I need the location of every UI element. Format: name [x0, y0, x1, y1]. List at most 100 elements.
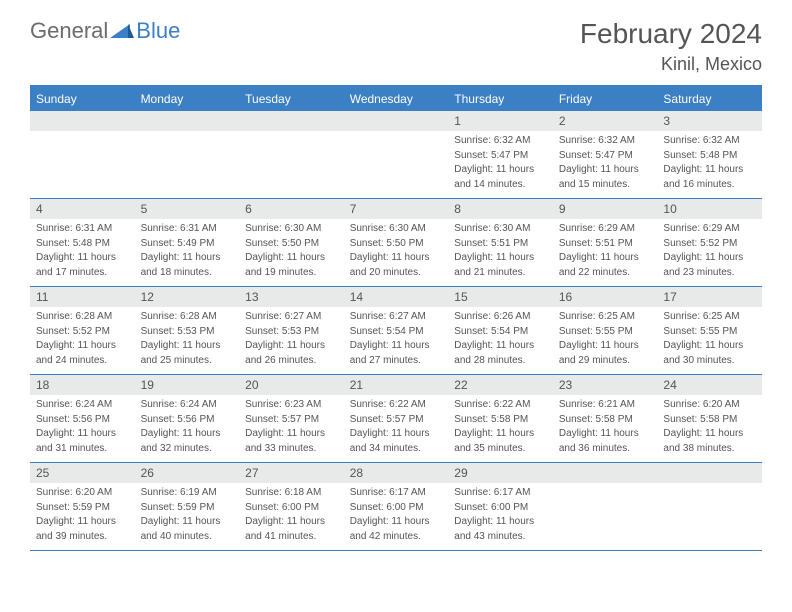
daylight1-text: Daylight: 11 hours — [141, 515, 234, 529]
day-number: 10 — [657, 199, 762, 219]
daylight1-text: Daylight: 11 hours — [663, 163, 756, 177]
daylight2-text: and 25 minutes. — [141, 354, 234, 368]
daylight1-text: Daylight: 11 hours — [141, 251, 234, 265]
sunrise-text: Sunrise: 6:29 AM — [663, 222, 756, 236]
week-row: 45678910Sunrise: 6:31 AMSunset: 5:48 PMD… — [30, 199, 762, 287]
day-cell: Sunrise: 6:32 AMSunset: 5:47 PMDaylight:… — [553, 131, 658, 198]
daylight1-text: Daylight: 11 hours — [245, 515, 338, 529]
day-cell: Sunrise: 6:27 AMSunset: 5:54 PMDaylight:… — [344, 307, 449, 374]
daylight2-text: and 32 minutes. — [141, 442, 234, 456]
sunrise-text: Sunrise: 6:23 AM — [245, 398, 338, 412]
daylight1-text: Daylight: 11 hours — [454, 163, 547, 177]
sunset-text: Sunset: 5:58 PM — [663, 413, 756, 427]
day-number — [553, 463, 658, 483]
daylight1-text: Daylight: 11 hours — [663, 427, 756, 441]
daylight2-text: and 23 minutes. — [663, 266, 756, 280]
sunset-text: Sunset: 5:50 PM — [245, 237, 338, 251]
daylight2-text: and 18 minutes. — [141, 266, 234, 280]
daylight2-text: and 34 minutes. — [350, 442, 443, 456]
day-number: 14 — [344, 287, 449, 307]
day-cell: Sunrise: 6:25 AMSunset: 5:55 PMDaylight:… — [657, 307, 762, 374]
sunset-text: Sunset: 5:51 PM — [454, 237, 547, 251]
day-cell: Sunrise: 6:22 AMSunset: 5:57 PMDaylight:… — [344, 395, 449, 462]
day-cell: Sunrise: 6:31 AMSunset: 5:49 PMDaylight:… — [135, 219, 240, 286]
day-cell — [30, 131, 135, 198]
sunrise-text: Sunrise: 6:21 AM — [559, 398, 652, 412]
weekday-header: Monday — [135, 87, 240, 111]
daybody-row: Sunrise: 6:20 AMSunset: 5:59 PMDaylight:… — [30, 483, 762, 550]
title-block: February 2024 Kinil, Mexico — [580, 18, 762, 75]
daynum-row: 45678910 — [30, 199, 762, 219]
daylight1-text: Daylight: 11 hours — [245, 339, 338, 353]
day-number: 25 — [30, 463, 135, 483]
daylight2-text: and 20 minutes. — [350, 266, 443, 280]
day-cell — [553, 483, 658, 550]
day-cell: Sunrise: 6:26 AMSunset: 5:54 PMDaylight:… — [448, 307, 553, 374]
daylight2-text: and 43 minutes. — [454, 530, 547, 544]
sunrise-text: Sunrise: 6:20 AM — [663, 398, 756, 412]
logo-text-2: Blue — [136, 18, 180, 44]
day-number — [344, 111, 449, 131]
sunrise-text: Sunrise: 6:27 AM — [350, 310, 443, 324]
week-row: 18192021222324Sunrise: 6:24 AMSunset: 5:… — [30, 375, 762, 463]
weekday-header: Friday — [553, 87, 658, 111]
sunrise-text: Sunrise: 6:32 AM — [559, 134, 652, 148]
day-number — [657, 463, 762, 483]
day-cell: Sunrise: 6:19 AMSunset: 5:59 PMDaylight:… — [135, 483, 240, 550]
day-cell — [657, 483, 762, 550]
sunset-text: Sunset: 5:59 PM — [141, 501, 234, 515]
daylight2-text: and 31 minutes. — [36, 442, 129, 456]
day-cell: Sunrise: 6:24 AMSunset: 5:56 PMDaylight:… — [30, 395, 135, 462]
sunset-text: Sunset: 6:00 PM — [245, 501, 338, 515]
day-cell: Sunrise: 6:18 AMSunset: 6:00 PMDaylight:… — [239, 483, 344, 550]
weekday-header: Sunday — [30, 87, 135, 111]
daylight2-text: and 30 minutes. — [663, 354, 756, 368]
sunset-text: Sunset: 5:50 PM — [350, 237, 443, 251]
day-cell: Sunrise: 6:30 AMSunset: 5:51 PMDaylight:… — [448, 219, 553, 286]
day-cell: Sunrise: 6:31 AMSunset: 5:48 PMDaylight:… — [30, 219, 135, 286]
sunset-text: Sunset: 6:00 PM — [350, 501, 443, 515]
daylight2-text: and 16 minutes. — [663, 178, 756, 192]
daybody-row: Sunrise: 6:28 AMSunset: 5:52 PMDaylight:… — [30, 307, 762, 374]
day-number: 7 — [344, 199, 449, 219]
sunset-text: Sunset: 5:58 PM — [559, 413, 652, 427]
day-cell: Sunrise: 6:28 AMSunset: 5:53 PMDaylight:… — [135, 307, 240, 374]
daylight1-text: Daylight: 11 hours — [245, 251, 338, 265]
sunset-text: Sunset: 5:52 PM — [36, 325, 129, 339]
sunrise-text: Sunrise: 6:32 AM — [454, 134, 547, 148]
sunset-text: Sunset: 5:56 PM — [141, 413, 234, 427]
daylight1-text: Daylight: 11 hours — [36, 251, 129, 265]
calendar: Sunday Monday Tuesday Wednesday Thursday… — [30, 85, 762, 551]
daylight1-text: Daylight: 11 hours — [350, 427, 443, 441]
daylight2-text: and 42 minutes. — [350, 530, 443, 544]
sunset-text: Sunset: 5:53 PM — [245, 325, 338, 339]
sunrise-text: Sunrise: 6:19 AM — [141, 486, 234, 500]
page-subtitle: Kinil, Mexico — [580, 54, 762, 75]
sunrise-text: Sunrise: 6:26 AM — [454, 310, 547, 324]
sunrise-text: Sunrise: 6:17 AM — [350, 486, 443, 500]
day-cell: Sunrise: 6:25 AMSunset: 5:55 PMDaylight:… — [553, 307, 658, 374]
day-cell: Sunrise: 6:17 AMSunset: 6:00 PMDaylight:… — [344, 483, 449, 550]
day-number: 20 — [239, 375, 344, 395]
week-row: 11121314151617Sunrise: 6:28 AMSunset: 5:… — [30, 287, 762, 375]
day-number: 3 — [657, 111, 762, 131]
daylight2-text: and 15 minutes. — [559, 178, 652, 192]
sunset-text: Sunset: 5:57 PM — [245, 413, 338, 427]
weekday-header: Saturday — [657, 87, 762, 111]
sunset-text: Sunset: 5:47 PM — [454, 149, 547, 163]
sunrise-text: Sunrise: 6:25 AM — [663, 310, 756, 324]
daynum-row: 2526272829 — [30, 463, 762, 483]
sunrise-text: Sunrise: 6:31 AM — [36, 222, 129, 236]
day-cell: Sunrise: 6:21 AMSunset: 5:58 PMDaylight:… — [553, 395, 658, 462]
sunset-text: Sunset: 5:54 PM — [454, 325, 547, 339]
sunrise-text: Sunrise: 6:18 AM — [245, 486, 338, 500]
day-number: 11 — [30, 287, 135, 307]
day-number: 18 — [30, 375, 135, 395]
daylight2-text: and 39 minutes. — [36, 530, 129, 544]
sunset-text: Sunset: 5:54 PM — [350, 325, 443, 339]
day-number: 16 — [553, 287, 658, 307]
sunset-text: Sunset: 5:57 PM — [350, 413, 443, 427]
daynum-row: 123 — [30, 111, 762, 131]
weeks-container: 123Sunrise: 6:32 AMSunset: 5:47 PMDaylig… — [30, 111, 762, 551]
day-number: 23 — [553, 375, 658, 395]
